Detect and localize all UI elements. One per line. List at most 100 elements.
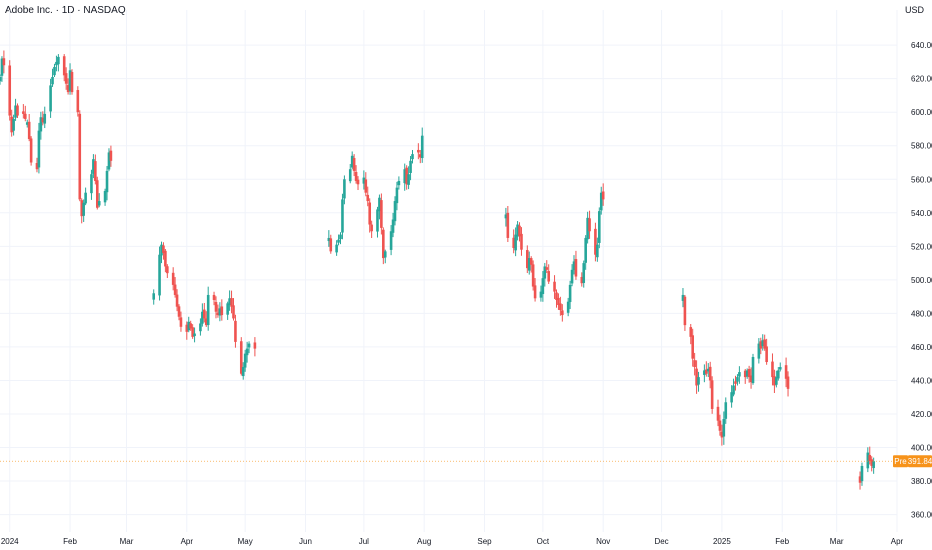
candle-body — [736, 377, 739, 382]
candle-body — [570, 269, 574, 284]
candle-body — [173, 284, 177, 295]
candle-body — [391, 219, 395, 233]
candle-body — [693, 360, 696, 368]
candle-body — [193, 333, 196, 337]
candle-body — [531, 264, 535, 287]
y-tick-label: 620.00 — [911, 75, 932, 84]
candle-body — [226, 303, 229, 315]
candle-body — [329, 238, 333, 252]
x-tick-label: Oct — [537, 537, 550, 546]
candle-body — [411, 154, 414, 160]
price-value: 391.84 — [908, 457, 932, 466]
candle-body — [559, 303, 562, 311]
x-tick-label: Jun — [299, 537, 312, 546]
candle-body — [228, 298, 231, 306]
candle-body — [185, 324, 189, 332]
candle-body — [778, 367, 782, 370]
candle-body — [757, 343, 761, 359]
candle-body — [350, 155, 354, 168]
candle-body — [743, 370, 747, 378]
candle-body — [230, 298, 233, 307]
candle-body — [68, 70, 72, 91]
candle-body — [383, 251, 387, 258]
candle-body — [84, 192, 87, 204]
candle-body — [403, 169, 407, 184]
candle-body — [362, 177, 366, 184]
candle-body — [243, 353, 247, 368]
grid — [0, 10, 898, 532]
candle-body — [547, 271, 551, 282]
currency-label[interactable]: USD — [904, 5, 924, 15]
x-tick-label: 2024 — [1, 537, 19, 546]
candle-body — [747, 369, 751, 378]
candle-body — [103, 191, 107, 203]
candle-body — [557, 297, 560, 306]
candle-body — [691, 335, 694, 359]
candle-body — [23, 113, 27, 119]
candle-body — [382, 229, 385, 259]
x-tick-label: Jul — [359, 537, 369, 546]
candle-body — [212, 294, 216, 300]
candle-body — [393, 201, 397, 222]
candle-body — [327, 237, 331, 242]
candle-body — [420, 135, 424, 159]
x-tick-label: Apr — [181, 537, 194, 546]
candle-body — [189, 323, 192, 329]
candle-body — [566, 301, 570, 313]
candle-body — [337, 239, 340, 243]
candle-body — [160, 244, 163, 256]
candle-body — [109, 150, 113, 161]
candle-body — [62, 56, 66, 76]
candle-body — [568, 284, 572, 303]
candle-body — [16, 105, 19, 116]
candle-body — [348, 169, 352, 182]
candle-body — [380, 200, 383, 228]
candle-body — [0, 77, 2, 82]
candle-body — [70, 72, 74, 93]
candle-body — [218, 308, 222, 316]
candle-body — [395, 187, 399, 204]
candle-body — [232, 305, 235, 319]
candle-body — [418, 154, 422, 158]
candle-body — [341, 199, 344, 233]
x-tick-label: Mar — [120, 537, 134, 546]
candle-body — [580, 276, 584, 284]
candle-body — [356, 179, 360, 185]
candle-body — [734, 381, 737, 384]
candle-body — [866, 452, 870, 469]
candle-body — [10, 116, 13, 133]
candle-body — [335, 244, 338, 253]
candle-body — [247, 343, 251, 348]
candle-body — [166, 266, 169, 274]
y-tick-label: 560.00 — [911, 175, 932, 184]
candle-body — [64, 73, 68, 84]
candle-body — [572, 261, 576, 271]
candle-body — [533, 285, 537, 299]
candle-body — [749, 375, 753, 383]
candle-body — [553, 281, 556, 292]
candle-body — [53, 66, 56, 76]
candle-body — [66, 85, 70, 93]
x-tick-label: Apr — [891, 537, 904, 546]
candle-body — [43, 113, 47, 124]
candle-body — [41, 117, 45, 123]
candle-body — [860, 465, 864, 482]
candle-body — [732, 385, 735, 395]
candle-body — [29, 138, 33, 163]
candle-body — [526, 250, 529, 269]
candle-body — [206, 294, 210, 326]
candle-body — [343, 179, 346, 199]
candle-body — [512, 237, 515, 249]
candle-body — [397, 180, 401, 186]
y-tick-label: 640.00 — [911, 41, 932, 50]
candle-body — [37, 130, 41, 168]
candle-body — [689, 327, 693, 337]
candle-body — [703, 370, 706, 375]
candle-body — [599, 192, 603, 211]
candle-body — [199, 323, 202, 332]
x-tick-label: 2025 — [713, 537, 731, 546]
y-tick-label: 420.00 — [911, 410, 932, 419]
candle-body — [596, 244, 599, 258]
candle-body — [8, 65, 12, 116]
